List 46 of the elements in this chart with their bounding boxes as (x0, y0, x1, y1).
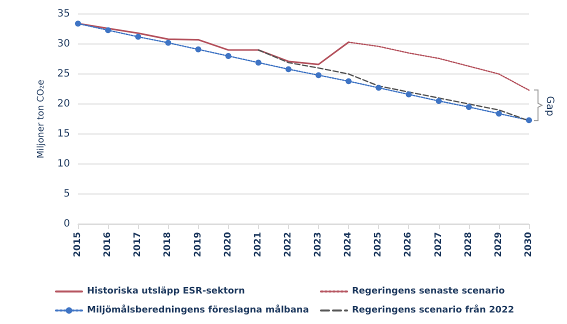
point (225, 53, 232, 59)
y-tick-label: 20 (57, 98, 70, 110)
point (526, 117, 532, 124)
point (436, 98, 442, 104)
point (316, 72, 322, 78)
point (255, 60, 262, 66)
x-tick-label: 2016 (103, 232, 114, 258)
x-tick-label: 2023 (314, 232, 324, 258)
y-tick-label: 25 (57, 68, 70, 80)
y-axis-title: Miljoner ton CO₂e (36, 79, 46, 158)
x-tick-label: 2029 (494, 232, 504, 258)
x-tick-label: 2021 (253, 232, 264, 258)
legend-label: Regeringens senaste scenario (352, 286, 505, 296)
x-tick-label: 2015 (73, 232, 83, 258)
x-tick-label: 2025 (374, 232, 384, 258)
y-tick-label: 35 (57, 8, 70, 20)
point (135, 34, 142, 40)
point (376, 84, 382, 91)
x-tick-label: 2018 (163, 232, 174, 258)
legend-label: Regeringens scenario från 2022 (352, 304, 514, 316)
point (346, 78, 352, 84)
y-tick-label: 10 (57, 158, 70, 170)
point (195, 46, 202, 52)
y-tick-label: 5 (64, 188, 70, 200)
legend-label: Miljömålsberedningens föreslagna målbana (87, 304, 309, 316)
x-tick-label: 2017 (133, 232, 144, 258)
y-tick-label: 15 (57, 128, 70, 140)
point (285, 66, 292, 72)
point (105, 27, 112, 34)
y-tick-label: 30 (57, 38, 70, 50)
text: Gap (544, 96, 555, 116)
y-tick-label: 0 (64, 218, 70, 230)
x-tick-label: 2026 (404, 232, 414, 258)
point (466, 104, 472, 110)
x-tick-label: 2022 (283, 232, 294, 258)
point (165, 40, 172, 46)
x-tick-label: 2020 (223, 232, 234, 258)
x-tick-label: 2028 (464, 232, 474, 258)
x-tick-label: 2019 (193, 232, 204, 258)
point (496, 110, 502, 117)
x-tick-label: 2027 (434, 232, 444, 258)
point (75, 20, 81, 27)
x-tick-label: 2030 (524, 232, 534, 258)
legend-label: Historiska utsläpp ESR-sektorn (87, 286, 245, 296)
point (406, 91, 412, 98)
x-tick-label: 2024 (344, 232, 354, 258)
